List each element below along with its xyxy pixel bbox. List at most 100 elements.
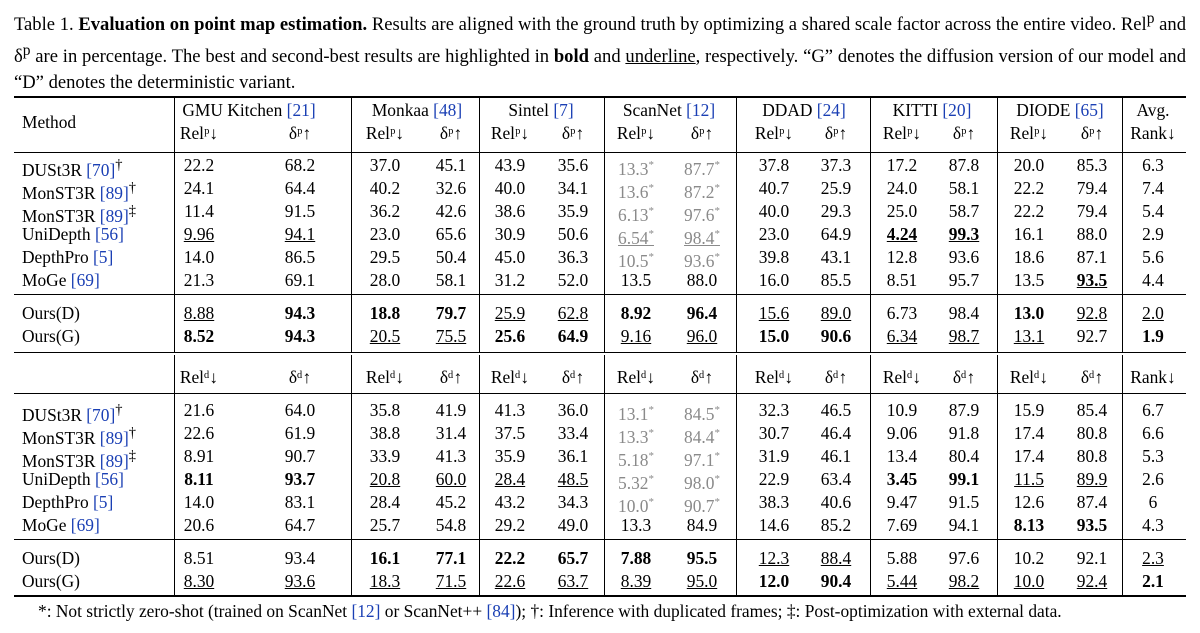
table-cell: 93.6*	[684, 250, 720, 271]
caption-label: Table 1.	[14, 14, 74, 36]
table-cell: 71.5	[435, 571, 467, 591]
table-cell: 87.8	[948, 155, 980, 175]
table-cell: 93.5	[1076, 270, 1108, 290]
rank-header-d: Rank↓	[1130, 367, 1176, 387]
table-cell: 2.3	[1142, 548, 1164, 568]
method-header: Method	[22, 112, 77, 132]
table-cell: 93.5	[1076, 515, 1108, 535]
delta-p-header: δᵖ↑	[952, 123, 976, 143]
table-cell: 93.7	[284, 469, 316, 489]
table-cell: 5.3	[1142, 446, 1164, 466]
table-cell: 36.0	[557, 400, 589, 420]
table-cell: 92.8	[1076, 303, 1108, 323]
table-cell: 95.7	[948, 270, 980, 290]
table-cell: 28.0	[369, 270, 401, 290]
table-cell: 34.1	[557, 178, 589, 198]
method-mark: †	[128, 425, 137, 441]
table-cell: 79.7	[435, 303, 467, 323]
rule-line	[14, 294, 1186, 295]
table-cell: 38.6	[494, 201, 526, 221]
table-cell: 35.9	[494, 446, 526, 466]
column-divider	[604, 96, 605, 352]
table-cell: 29.2	[494, 515, 526, 535]
table-cell: 29.5	[369, 247, 401, 267]
table-cell: 52.0	[557, 270, 589, 290]
table-cell: 2.6	[1142, 469, 1164, 489]
table-cell: 23.0	[758, 224, 790, 244]
table-cell: 4.3	[1142, 515, 1164, 535]
table-cell: 90.7*	[684, 495, 720, 516]
table-cell: 39.8	[758, 247, 790, 267]
table-cell: 43.1	[820, 247, 852, 267]
table-cell: 97.1*	[684, 449, 720, 470]
method-name: MoGe [69]	[22, 515, 100, 535]
column-divider	[870, 355, 871, 596]
table-cell: 54.8	[435, 515, 467, 535]
table-cell: 98.7	[948, 326, 980, 346]
rel-p-header: Relᵖ↓	[616, 123, 656, 143]
table-cell: 2.9	[1142, 224, 1164, 244]
rank-header: Rank↓	[1130, 123, 1176, 143]
rule-line	[14, 152, 1186, 153]
table-cell: 25.0	[886, 201, 918, 221]
rule-line	[14, 539, 1186, 540]
method-name: DUSt3R [70]†	[22, 402, 123, 425]
table-cell: 4.4	[1142, 270, 1164, 290]
table-row: Ours(D) 8.88 94.3 18.8 79.7 25.9 62.8 8.92 96.4 1…	[14, 302, 1186, 325]
caption-title: Evaluation on point map estimation.	[78, 14, 368, 36]
method-name: DepthPro [5]	[22, 247, 114, 267]
method-citation: [69]	[70, 515, 100, 535]
caption-text-1: Results are aligned with the ground trut…	[367, 14, 1147, 36]
table-cell: 22.2	[1013, 178, 1045, 198]
table-cell: 22.6	[494, 571, 526, 591]
table-cell: 98.2	[948, 571, 980, 591]
column-divider	[479, 355, 480, 596]
table-cell: 13.5	[620, 270, 652, 290]
table-cell: 77.1	[435, 548, 467, 568]
table-cell: 12.0	[758, 571, 790, 591]
table-cell: 6	[1148, 492, 1158, 512]
delta-d-header: δᵈ↑	[561, 367, 585, 387]
caption-bold-word: bold	[553, 46, 589, 68]
table-cell: 88.0	[1076, 224, 1108, 244]
column-divider	[997, 355, 998, 596]
table-cell: 13.0	[1013, 303, 1045, 323]
table-cell: 85.3	[1076, 155, 1108, 175]
table-cell: 22.2	[494, 548, 526, 568]
caption-text-5: , respectively. “G” denotes the diffusio…	[14, 46, 1186, 94]
table-cell: 91.5	[948, 492, 980, 512]
table-cell: 96.4	[686, 303, 718, 323]
table-cell: 8.92	[620, 303, 652, 323]
method-citation: [89]	[99, 182, 129, 203]
table-cell: 12.6	[1013, 492, 1045, 512]
footnote-ref-1: [12]	[351, 601, 381, 621]
table-cell: 13.3	[620, 515, 652, 535]
table-cell: 38.3	[758, 492, 790, 512]
table-cell: 8.88	[183, 303, 215, 323]
table-cell: 10.2	[1013, 548, 1045, 568]
table-header-datasets: Method GMU Kitchen [21] Monkaa [48] Sintel …	[14, 99, 1186, 132]
table-cell: 6.13*	[618, 204, 654, 225]
table-cell: 98.4*	[684, 227, 720, 248]
table-cell: 63.4	[820, 469, 852, 489]
table-row: UniDepth [56] 9.96 94.1 23.0 65.6 30.9 50.6 6.5…	[14, 223, 1186, 248]
column-divider	[1122, 96, 1123, 352]
table-row: MoGe [69] 21.3 69.1 28.0 58.1 31.2 52.0 13.5 88.…	[14, 269, 1186, 292]
delta-d-header: δᵈ↑	[439, 367, 463, 387]
method-name: MonST3R [89]‡	[22, 448, 137, 471]
delta-d-header: δᵈ↑	[690, 367, 714, 387]
rel-d-header: Relᵈ↓	[754, 367, 794, 387]
rel-d-header: Relᵈ↓	[1009, 367, 1049, 387]
table-caption: Table 1. Evaluation on point map estimat…	[14, 6, 1186, 96]
table-cell: 8.13	[1013, 515, 1045, 535]
table-cell: 92.7	[1076, 326, 1108, 346]
table-cell: 36.2	[369, 201, 401, 221]
table-cell: 87.2*	[684, 181, 720, 202]
table-cell: 13.1	[1013, 326, 1045, 346]
table-cell: 50.4	[435, 247, 467, 267]
table-cell: 46.1	[820, 446, 852, 466]
table-cell: 95.5	[686, 548, 718, 568]
rule-line	[14, 96, 1186, 98]
dataset-header: GMU Kitchen [21]	[182, 100, 316, 120]
table-cell: 58.1	[948, 178, 980, 198]
